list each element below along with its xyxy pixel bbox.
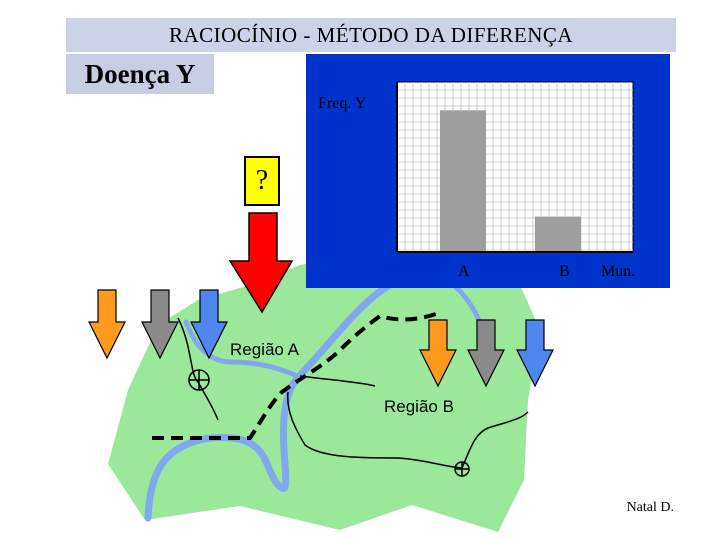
question-mark: ? bbox=[255, 165, 269, 196]
chart-x-tick-a: A bbox=[458, 263, 470, 280]
author-credit-text: Natal D. bbox=[626, 500, 674, 515]
chart-x-label: Mun. bbox=[601, 263, 635, 280]
arrow-blue-region-a bbox=[190, 289, 228, 360]
arrow-gray-region-a bbox=[141, 289, 179, 360]
page-title: RACIOCÍNIO - MÉTODO DA DIFERENÇA bbox=[168, 22, 574, 47]
region-border bbox=[152, 310, 443, 440]
chart-x-tick-b: B bbox=[559, 263, 570, 280]
arrow-blue-region-b bbox=[516, 319, 554, 388]
region-a-label: Região A bbox=[230, 340, 300, 359]
chart-bars bbox=[440, 110, 581, 252]
marker-region-a bbox=[188, 369, 210, 391]
chart-plot-area bbox=[396, 81, 634, 253]
road-d bbox=[299, 375, 376, 387]
chart-y-label: Freq. Y bbox=[318, 95, 367, 112]
arrow-gray-region-b bbox=[467, 319, 505, 388]
disease-label: Doença Y bbox=[66, 54, 214, 94]
marker-region-b bbox=[454, 461, 470, 477]
map-land bbox=[108, 258, 540, 532]
disease-label-text: Doença Y bbox=[84, 58, 196, 89]
river-branch bbox=[183, 319, 305, 381]
road-c bbox=[461, 411, 529, 469]
arrow-orange-region-a bbox=[88, 289, 126, 360]
chart-bar-a bbox=[440, 110, 486, 252]
arrow-orange-region-b bbox=[419, 319, 457, 388]
unknown-cause-box: ? bbox=[244, 156, 280, 206]
chart-bar-b bbox=[535, 216, 581, 252]
title-bar: RACIOCÍNIO - MÉTODO DA DIFERENÇA bbox=[66, 18, 676, 52]
road-b bbox=[287, 391, 463, 469]
arrow-red-cause bbox=[228, 212, 294, 314]
road-a bbox=[177, 317, 219, 421]
region-b-label: Região B bbox=[384, 397, 454, 416]
author-credit: Natal D. bbox=[627, 500, 674, 516]
